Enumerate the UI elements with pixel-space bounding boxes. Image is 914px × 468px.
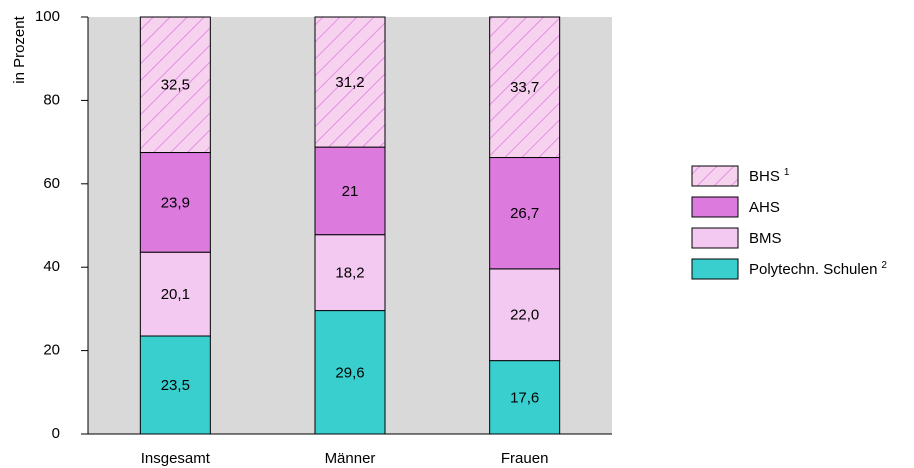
- x-tick-label: Frauen: [501, 450, 549, 467]
- y-tick-label: 100: [35, 8, 60, 25]
- bar-segment: [139, 335, 211, 435]
- value-label: 31,2: [335, 74, 364, 91]
- legend-name: Polytechn. Schulen: [749, 261, 877, 278]
- value-label: 26,7: [510, 205, 539, 222]
- bar-segment: [314, 310, 386, 435]
- bar-segment: [489, 268, 561, 362]
- value-label: 33,7: [510, 79, 539, 96]
- legend-sup: 2: [881, 260, 887, 271]
- legend-label: BHS 1: [749, 167, 790, 185]
- legend-label: AHS: [749, 199, 780, 216]
- y-tick-label: 80: [43, 91, 60, 108]
- value-label: 23,5: [161, 377, 190, 394]
- value-label: 22,0: [510, 307, 539, 324]
- x-tick-label: Männer: [325, 450, 376, 467]
- bar-segment: [489, 16, 561, 159]
- y-tick-label: 20: [43, 342, 60, 359]
- bar-segment: [139, 152, 211, 253]
- legend-swatch: [691, 165, 739, 187]
- bar-segment: [314, 16, 386, 148]
- value-label: 17,6: [510, 389, 539, 406]
- legend-label: Polytechn. Schulen 2: [749, 260, 887, 278]
- legend-name: AHS: [749, 199, 780, 216]
- bar-segment: [489, 360, 561, 435]
- value-label: 21: [342, 183, 359, 200]
- x-tick-label: Insgesamt: [141, 450, 211, 467]
- bar-segment: [139, 16, 211, 154]
- legend-sup: 1: [784, 167, 790, 178]
- value-label: 23,9: [161, 194, 190, 211]
- legend-swatch: [691, 227, 739, 249]
- value-label: 32,5: [161, 77, 190, 94]
- legend-swatch: [691, 258, 739, 280]
- bar-segment: [139, 251, 211, 337]
- legend-swatch: [691, 196, 739, 218]
- legend-name: BHS: [749, 168, 780, 185]
- y-axis-label: in Prozent: [11, 15, 28, 83]
- y-tick-label: 60: [43, 175, 60, 192]
- value-label: 29,6: [335, 364, 364, 381]
- value-label: 20,1: [161, 286, 190, 303]
- legend-name: BMS: [749, 230, 782, 247]
- legend-label: BMS: [749, 230, 782, 247]
- y-tick-label: 40: [43, 258, 60, 275]
- y-tick-label: 0: [52, 425, 60, 442]
- bar-segment: [489, 157, 561, 270]
- value-label: 18,2: [335, 265, 364, 282]
